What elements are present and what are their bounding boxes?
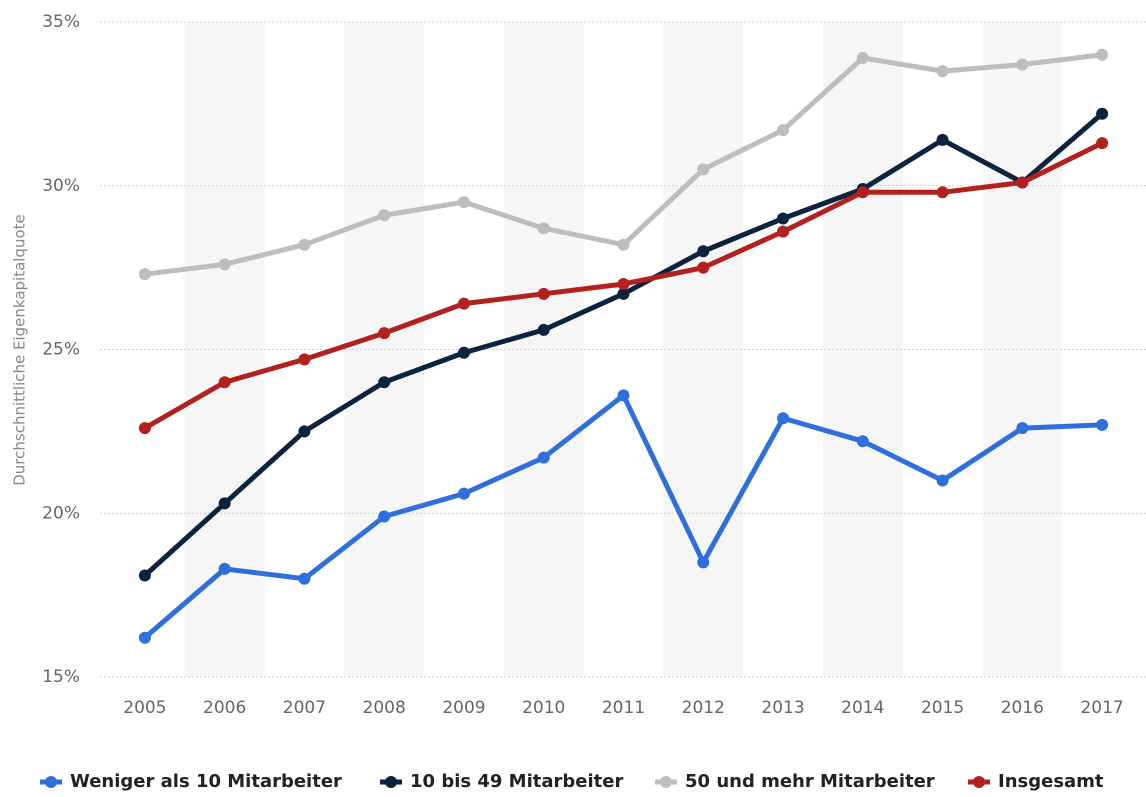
line <box>143 111 1104 578</box>
point <box>1096 107 1109 120</box>
y-tick-label: 25% <box>42 340 80 360</box>
point <box>936 65 949 78</box>
point <box>936 474 949 487</box>
point <box>617 389 630 402</box>
point <box>138 422 151 435</box>
point <box>138 631 151 644</box>
legend-label: Weniger als 10 Mitarbeiter <box>70 771 342 792</box>
point <box>378 209 391 222</box>
x-tick-label: 2016 <box>1001 698 1044 718</box>
point <box>457 196 470 209</box>
point <box>697 163 710 176</box>
point <box>936 186 949 199</box>
point <box>1016 58 1029 71</box>
x-tick-label: 2011 <box>602 698 645 718</box>
x-tick-label: 2017 <box>1080 698 1123 718</box>
band <box>663 22 744 677</box>
point <box>856 52 869 65</box>
point <box>1016 422 1029 435</box>
point <box>457 346 470 359</box>
point <box>936 133 949 146</box>
point <box>138 268 151 281</box>
point <box>457 487 470 500</box>
point <box>697 261 710 274</box>
y-tick-label: 30% <box>42 176 80 196</box>
point <box>1096 48 1109 61</box>
point <box>777 212 790 225</box>
point <box>378 327 391 340</box>
point <box>1096 137 1109 150</box>
point <box>777 124 790 137</box>
y-tick-label: 35% <box>42 12 80 32</box>
point <box>856 435 869 448</box>
x-tick-label: 2010 <box>522 698 565 718</box>
x-tick-label: 2006 <box>203 698 246 718</box>
x-tick-label: 2009 <box>442 698 485 718</box>
point <box>617 278 630 290</box>
line <box>143 392 1103 640</box>
point <box>298 425 311 438</box>
point <box>617 287 630 300</box>
legend-label: 10 bis 49 Mitarbeiter <box>410 771 623 792</box>
x-tick-label: 2014 <box>841 698 884 718</box>
x-tick-label: 2013 <box>761 698 804 718</box>
legend-marker <box>385 776 397 788</box>
legend-label: 50 und mehr Mitarbeiter <box>685 771 935 792</box>
point <box>1016 176 1029 189</box>
legend: Weniger als 10 Mitarbeiter 10 bis 49 Mita… <box>40 771 1104 792</box>
y-tick-label: 15% <box>42 667 80 687</box>
point <box>537 323 550 336</box>
point <box>218 497 231 510</box>
x-tick-label: 2012 <box>682 698 725 718</box>
point <box>457 297 470 310</box>
x-tick-label: 2015 <box>921 698 964 718</box>
point <box>298 572 311 585</box>
x-tick-label: 2008 <box>363 698 406 718</box>
point <box>1096 418 1109 431</box>
point <box>218 562 231 575</box>
point <box>777 225 790 238</box>
band <box>982 22 1063 677</box>
point <box>537 451 550 464</box>
point <box>697 245 710 258</box>
legend-marker <box>660 776 672 788</box>
x-tick-label: 2005 <box>123 698 166 718</box>
y-tick-label: 20% <box>42 503 80 523</box>
point <box>218 376 231 389</box>
point <box>218 258 231 271</box>
y-axis-title: Durchschnittliche Eigenkapitalquote <box>11 214 29 486</box>
legend-marker <box>973 776 985 788</box>
point <box>617 238 630 251</box>
point <box>298 353 311 366</box>
point <box>537 222 550 235</box>
point <box>298 238 311 251</box>
point <box>856 186 869 199</box>
point <box>537 287 550 300</box>
band <box>503 22 584 677</box>
legend-marker <box>45 776 57 788</box>
point <box>777 412 790 425</box>
band <box>822 22 903 677</box>
legend-label: Insgesamt <box>998 771 1104 792</box>
x-tick-label: 2007 <box>283 698 326 718</box>
point <box>697 556 710 569</box>
point <box>138 569 151 582</box>
point <box>378 510 391 523</box>
point <box>378 376 391 389</box>
